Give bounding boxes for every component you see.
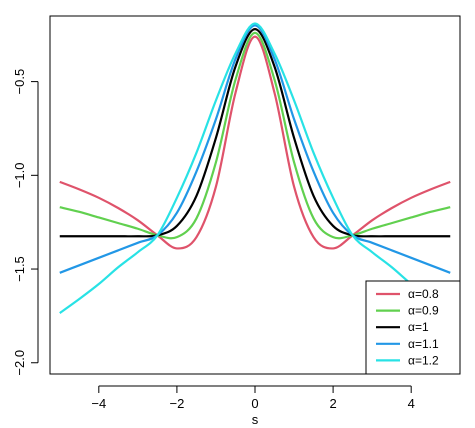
x-axis-label: s xyxy=(252,412,259,427)
y-tick-label: −1.5 xyxy=(12,256,27,282)
x-tick-label: 2 xyxy=(329,396,336,411)
legend-label: α=1 xyxy=(408,320,429,334)
legend-label: α=1.1 xyxy=(408,337,439,351)
x-tick-label: 0 xyxy=(251,396,258,411)
series-layer xyxy=(59,22,451,314)
x-tick-label: −4 xyxy=(91,396,106,411)
series-line-4 xyxy=(59,22,451,314)
axes-layer: −4 −2 0 2 4 −0.5 −1.0 −1.5 −2.0 xyxy=(12,15,461,411)
legend-label: α=0.8 xyxy=(408,287,439,301)
y-tick-label: −1.0 xyxy=(12,162,27,188)
legend-label: α=1.2 xyxy=(408,353,439,367)
series-line-2 xyxy=(59,28,451,238)
x-tick-label: 4 xyxy=(408,396,415,411)
plot-frame xyxy=(49,15,461,375)
series-line-1 xyxy=(59,31,451,240)
y-tick-label: −2.0 xyxy=(12,350,27,376)
y-tick-label: −0.5 xyxy=(12,69,27,95)
series-line-3 xyxy=(59,24,451,274)
series-line-0 xyxy=(59,35,451,250)
x-tick-label: −2 xyxy=(169,396,184,411)
legend-label: α=0.9 xyxy=(408,304,439,318)
legend: α=0.8 α=0.9 α=1 α=1.1 α=1.2 xyxy=(365,280,461,375)
